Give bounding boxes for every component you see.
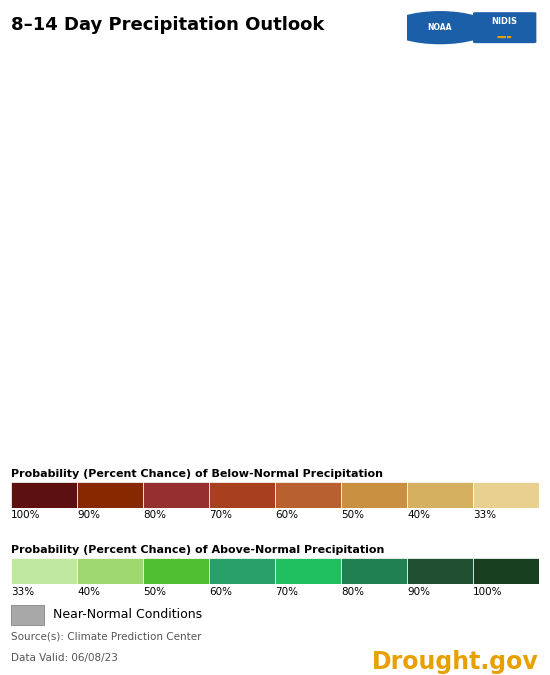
Bar bbox=[275, 558, 341, 584]
Bar bbox=[407, 482, 473, 508]
Text: Source(s): Climate Prediction Center: Source(s): Climate Prediction Center bbox=[11, 631, 201, 641]
Text: 90%: 90% bbox=[407, 587, 430, 597]
Text: Probability (Percent Chance) of Above-Normal Precipitation: Probability (Percent Chance) of Above-No… bbox=[11, 545, 384, 555]
Text: 100%: 100% bbox=[473, 587, 503, 597]
Bar bbox=[209, 558, 275, 584]
Text: 60%: 60% bbox=[209, 587, 232, 597]
Bar bbox=[77, 558, 143, 584]
Text: Drought.gov: Drought.gov bbox=[372, 649, 539, 674]
Bar bbox=[143, 482, 209, 508]
Bar bbox=[143, 558, 209, 584]
Text: NOAA: NOAA bbox=[428, 23, 452, 32]
Text: 100%: 100% bbox=[11, 510, 41, 520]
Bar bbox=[11, 558, 77, 584]
Bar bbox=[11, 605, 45, 625]
Bar bbox=[407, 558, 473, 584]
Bar bbox=[77, 482, 143, 508]
Text: 8–14 Day Precipitation Outlook: 8–14 Day Precipitation Outlook bbox=[11, 16, 324, 34]
Text: 50%: 50% bbox=[341, 510, 364, 520]
Text: Probability (Percent Chance) of Below-Normal Precipitation: Probability (Percent Chance) of Below-No… bbox=[11, 469, 383, 479]
Text: 70%: 70% bbox=[209, 510, 232, 520]
Bar bbox=[473, 482, 539, 508]
Text: Near-Normal Conditions: Near-Normal Conditions bbox=[53, 608, 202, 622]
Text: 33%: 33% bbox=[473, 510, 496, 520]
FancyBboxPatch shape bbox=[473, 12, 536, 43]
Text: 80%: 80% bbox=[143, 510, 166, 520]
Text: 90%: 90% bbox=[77, 510, 100, 520]
Text: 80%: 80% bbox=[341, 587, 364, 597]
Text: 70%: 70% bbox=[275, 587, 298, 597]
Text: Data Valid: 06/08/23: Data Valid: 06/08/23 bbox=[11, 653, 118, 664]
Text: NIDIS: NIDIS bbox=[492, 17, 518, 26]
Text: 50%: 50% bbox=[143, 587, 166, 597]
Bar bbox=[11, 482, 77, 508]
Bar bbox=[473, 558, 539, 584]
Bar bbox=[275, 482, 341, 508]
Text: ▬▬▬: ▬▬▬ bbox=[497, 34, 513, 39]
Bar bbox=[341, 482, 407, 508]
Text: 33%: 33% bbox=[11, 587, 34, 597]
Bar bbox=[341, 558, 407, 584]
Bar bbox=[209, 482, 275, 508]
Circle shape bbox=[390, 11, 490, 44]
Text: 40%: 40% bbox=[77, 587, 100, 597]
Text: 60%: 60% bbox=[275, 510, 298, 520]
Text: 40%: 40% bbox=[407, 510, 430, 520]
